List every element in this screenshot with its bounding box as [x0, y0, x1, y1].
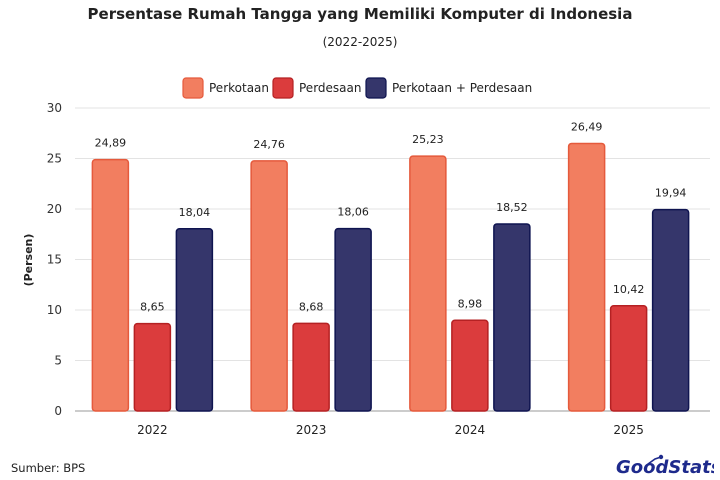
bar: [493, 223, 531, 412]
y-tick-label: 30: [47, 101, 62, 115]
bar: [451, 319, 489, 412]
bar: [334, 227, 372, 412]
data-label: 18,52: [496, 201, 528, 214]
legend-swatch: [365, 77, 387, 99]
data-label: 19,94: [655, 187, 687, 200]
source-note: Sumber: BPS: [11, 461, 86, 475]
data-label: 18,04: [179, 206, 211, 219]
svg-text:GoodStats: GoodStats: [616, 457, 714, 478]
legend-swatch: [272, 77, 294, 99]
x-tick-label: 2025: [613, 423, 644, 437]
x-tick-label: 2023: [296, 423, 327, 437]
data-label: 8,68: [299, 300, 324, 313]
y-tick-label: 20: [47, 202, 62, 216]
chart-title: Persentase Rumah Tangga yang Memiliki Ko…: [87, 5, 633, 23]
y-tick-label: 0: [54, 404, 62, 418]
data-label: 8,65: [140, 301, 165, 314]
data-label: 24,76: [253, 138, 285, 151]
x-tick-label: 2022: [137, 423, 168, 437]
legend-label: Perdesaan: [299, 81, 361, 95]
y-tick-label: 15: [47, 253, 62, 267]
legend-label: Perkotaan: [209, 81, 269, 95]
legend-label: Perkotaan + Perdesaan: [392, 81, 532, 95]
y-tick-label: 25: [47, 152, 62, 166]
data-label: 26,49: [571, 120, 603, 133]
bar: [609, 305, 648, 412]
y-tick-label: 5: [54, 354, 62, 368]
bar: [175, 228, 214, 412]
bar: [409, 155, 447, 412]
data-label: 18,06: [337, 206, 369, 219]
bar: [133, 322, 172, 412]
x-tick-label: 2024: [455, 423, 486, 437]
data-label: 24,89: [95, 137, 127, 150]
y-tick-label: 10: [47, 303, 62, 317]
bar: [651, 208, 690, 412]
data-label: 8,98: [458, 297, 483, 310]
bar: [250, 160, 288, 412]
chart-subtitle: (2022-2025): [322, 35, 398, 49]
data-label: 25,23: [412, 133, 444, 146]
y-axis-label: (Persen): [22, 234, 35, 287]
bar: [567, 142, 606, 412]
goodstats-logo: GoodStats: [616, 454, 714, 478]
bar: [292, 322, 330, 412]
bar: [91, 158, 130, 412]
legend-swatch: [182, 77, 204, 99]
data-label: 10,42: [613, 283, 645, 296]
